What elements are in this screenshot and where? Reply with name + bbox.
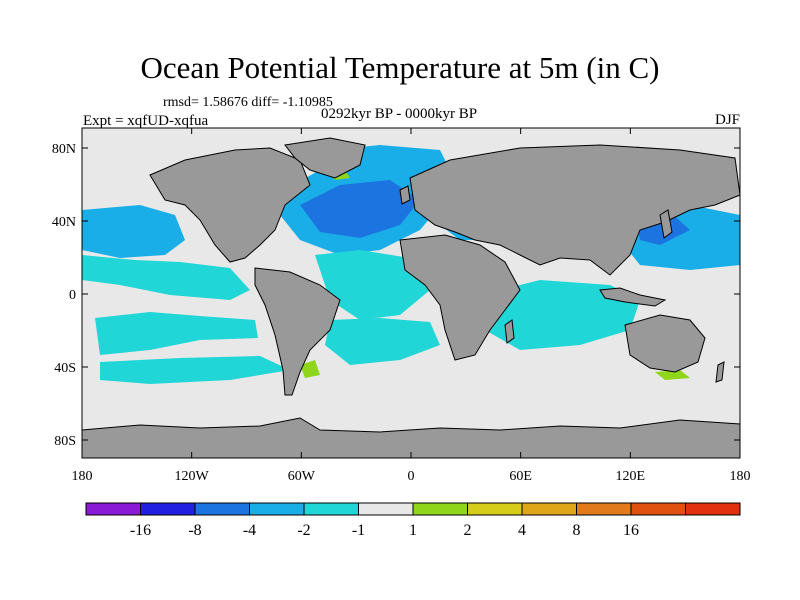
x-tick-label: 180	[730, 469, 751, 484]
colorbar-label: -4	[243, 522, 256, 539]
period-text: 0292kyr BP - 0000kyr BP	[321, 106, 478, 122]
land-new-zealand	[715, 361, 725, 383]
colorbar-label: -1	[352, 522, 365, 539]
anomaly-warm-south-atlantic	[300, 360, 320, 378]
stats-text: rmsd= 1.58676 diff= -1.10985	[163, 95, 333, 110]
anomaly-east-pacific-band	[82, 255, 250, 300]
x-tick-label: 120W	[175, 469, 210, 484]
colorbar-box	[358, 502, 414, 516]
colorbar-label: 16	[623, 522, 639, 539]
land-africa	[399, 234, 521, 361]
y-tick-label: 40S	[54, 361, 76, 376]
colorbar-label: 2	[464, 522, 472, 539]
anomaly-fields	[82, 145, 740, 384]
anomaly-tropical-pacific	[95, 312, 258, 355]
anomaly-north-atlantic-core	[300, 180, 420, 238]
land-greenland	[284, 137, 366, 179]
colorbar-label: 4	[518, 522, 526, 539]
land-japan	[659, 209, 673, 239]
colorbar-label: 1	[409, 522, 417, 539]
colorbar-box	[521, 502, 577, 516]
land-south-america	[254, 267, 341, 396]
anomaly-south-pacific-band	[100, 356, 290, 384]
colorbar-label: -2	[297, 522, 310, 539]
x-tick-label: 60E	[509, 469, 532, 484]
land-australia	[624, 314, 706, 373]
anomaly-south-atlantic	[325, 318, 440, 365]
chart-title: Ocean Potential Temperature at 5m (in C)	[140, 50, 660, 85]
colorbar-box	[630, 502, 686, 516]
land-uk	[399, 185, 411, 205]
land-indonesia	[599, 287, 667, 307]
land-madagascar	[504, 319, 515, 344]
y-tick-label: 0	[69, 288, 76, 303]
anomaly-indian-ocean	[480, 280, 640, 350]
colorbar-box	[412, 502, 468, 516]
y-tick-label: 40N	[52, 215, 76, 230]
anomaly-north-pacific	[82, 205, 185, 258]
colorbar-box	[576, 502, 632, 516]
x-tick-label: 120E	[616, 469, 646, 484]
colorbar-box	[194, 502, 250, 516]
colorbar-label: -16	[130, 522, 151, 539]
x-axis: 180 120W 60W 0 60E 120E 180	[72, 128, 751, 484]
colorbar-box	[303, 502, 359, 516]
anomaly-central-atlantic	[315, 250, 430, 320]
colorbar: -16 -8 -4 -2 -1 1 2 4 8 16	[85, 502, 741, 539]
x-tick-label: 0	[408, 469, 415, 484]
y-tick-label: 80S	[54, 434, 76, 449]
y-tick-label: 80N	[52, 142, 76, 157]
y-axis: 80N 40N 0 40S 80S	[52, 142, 740, 449]
colorbar-box	[140, 502, 196, 516]
season-label: DJF	[714, 112, 740, 128]
colorbar-box	[85, 502, 141, 516]
land-eurasia	[409, 144, 741, 276]
colorbar-box	[467, 502, 523, 516]
experiment-label: Expt = xqfUD-xqfua	[83, 113, 209, 129]
colorbar-label: 8	[573, 522, 581, 539]
colorbar-box	[685, 502, 741, 516]
land-north-america	[149, 147, 311, 263]
land-masses	[81, 137, 741, 459]
colorbar-box	[249, 502, 305, 516]
colorbar-label: -8	[188, 522, 201, 539]
x-tick-label: 60W	[288, 469, 316, 484]
anomaly-warm-australia	[655, 370, 690, 380]
x-tick-label: 180	[72, 469, 93, 484]
